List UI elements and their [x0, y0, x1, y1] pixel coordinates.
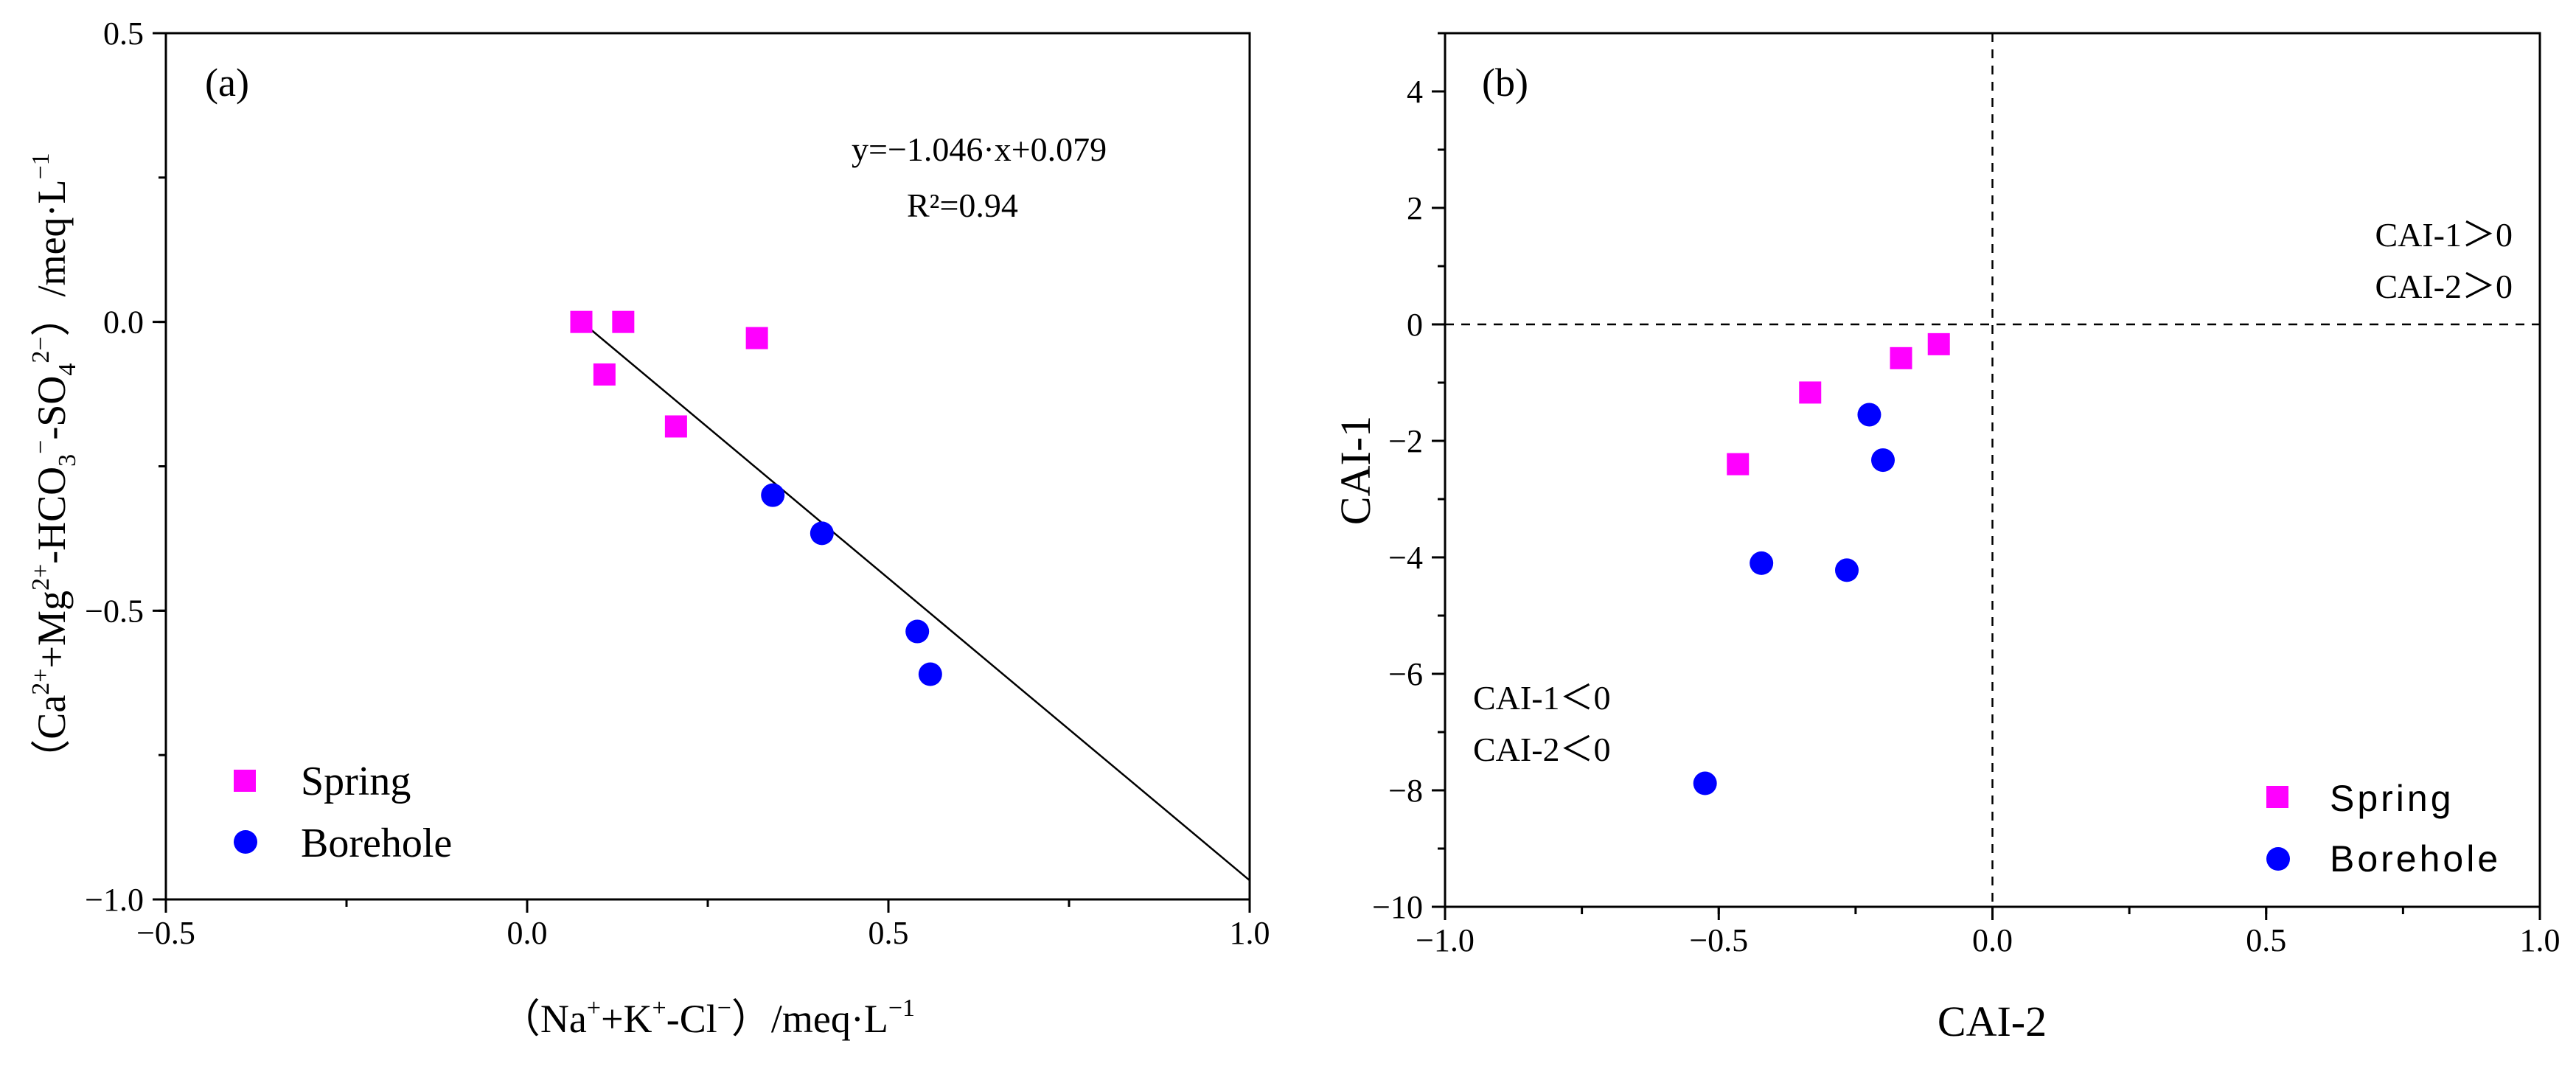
y-tick-label: −4: [1388, 540, 1423, 576]
point-borehole-b: [1693, 771, 1717, 795]
x-tick-label: −0.5: [136, 915, 195, 951]
legend-marker-borehole-a: [234, 830, 257, 854]
x-tick-label: 0.0: [1972, 922, 2013, 958]
y-tick-label: −1.0: [85, 882, 144, 918]
point-spring-b: [1890, 347, 1912, 369]
panel-label-a: (a): [205, 60, 249, 105]
y-tick-label: −0.5: [85, 593, 144, 629]
y-tick-label: 0.0: [103, 304, 144, 341]
x-axis-title-b: CAI-2: [1938, 997, 2047, 1045]
fit-r2: R²=0.94: [907, 187, 1018, 224]
y-tick-label: −6: [1388, 656, 1423, 692]
point-borehole-a: [905, 619, 930, 644]
point-borehole-b: [1857, 403, 1881, 427]
y-tick-label: −10: [1372, 889, 1423, 925]
x-tick-label: 0.5: [2246, 922, 2286, 958]
y-axis-title-a: （Ca2++Mg2+-HCO3−-SO42−）/meq·L−1: [27, 153, 81, 779]
point-borehole-a: [918, 662, 942, 686]
legend-label-borehole-b: Borehole: [2330, 838, 2501, 880]
legend-marker-borehole-b: [2266, 847, 2290, 871]
x-tick-label: 1.0: [2520, 922, 2561, 958]
legend-label-borehole-a: Borehole: [301, 821, 452, 866]
legend-marker-spring-a: [234, 770, 256, 792]
point-borehole-b: [1871, 448, 1895, 473]
fit-equation: y=−1.046·x+0.079: [852, 130, 1107, 168]
y-tick-label: 0.5: [103, 15, 144, 52]
tick-group-b: −1.0 −0.5 0.0 0.5 1.0 −10 −8 −6 −4 −2 0 2 4: [1372, 32, 2561, 958]
quadrant-label-upper-right-1: CAI-1＞0: [2375, 216, 2513, 254]
x-tick-label: −0.5: [1689, 922, 1748, 958]
fit-line: [580, 321, 1250, 882]
point-borehole-a: [761, 483, 785, 507]
point-spring-a: [570, 310, 593, 333]
point-spring-a: [593, 363, 616, 386]
y-tick-label: −8: [1388, 773, 1423, 809]
quadrant-label-lower-left-2: CAI-2＜0: [1473, 731, 1611, 768]
legend-marker-spring-b: [2266, 786, 2288, 808]
point-borehole-a: [810, 521, 834, 546]
quadrant-label-upper-right-2: CAI-2＞0: [2375, 268, 2513, 305]
point-spring-b: [1927, 332, 1950, 355]
point-spring-b: [1799, 381, 1822, 404]
x-tick-label: 0.0: [507, 915, 548, 951]
legend-label-spring-a: Spring: [301, 759, 411, 804]
x-tick-label: −1.0: [1416, 922, 1475, 958]
y-tick-label: 2: [1407, 190, 1423, 226]
x-axis-title-a: （Na++K+-Cl−）/meq·L−1: [501, 995, 915, 1041]
panel-label-b: (b): [1482, 60, 1528, 105]
point-spring-b: [1727, 453, 1750, 476]
fit-line-group: [580, 321, 1250, 882]
point-borehole-b: [1750, 551, 1774, 575]
x-tick-label: 1.0: [1230, 915, 1270, 951]
y-axis-title-b: CAI-1: [1331, 416, 1379, 525]
y-tick-label: 4: [1407, 74, 1423, 110]
points-group-b: [1693, 332, 1950, 795]
tick-group-a: −0.5 0.0 0.5 1.0−1.0−0.50.00.5: [85, 15, 1270, 951]
panel-b: −1.0 −0.5 0.0 0.5 1.0 −10 −8 −6 −4 −2 0 2 4 (b) CAI-…: [1331, 32, 2561, 1045]
reference-lines: [1445, 33, 2540, 907]
point-spring-a: [745, 327, 768, 349]
panel-a: −0.5 0.0 0.5 1.0−1.0−0.50.00.5 (a) y=−1.046…: [27, 15, 1270, 1041]
y-tick-label: −2: [1388, 423, 1423, 459]
point-spring-a: [612, 310, 635, 333]
point-spring-a: [664, 415, 687, 438]
x-tick-label: 0.5: [868, 915, 909, 951]
quadrant-label-lower-left-1: CAI-1＜0: [1473, 679, 1611, 717]
y-tick-label: 0: [1407, 307, 1423, 343]
points-group-a: [570, 310, 942, 686]
legend-label-spring-b: Spring: [2330, 778, 2454, 819]
point-borehole-b: [1834, 558, 1859, 582]
